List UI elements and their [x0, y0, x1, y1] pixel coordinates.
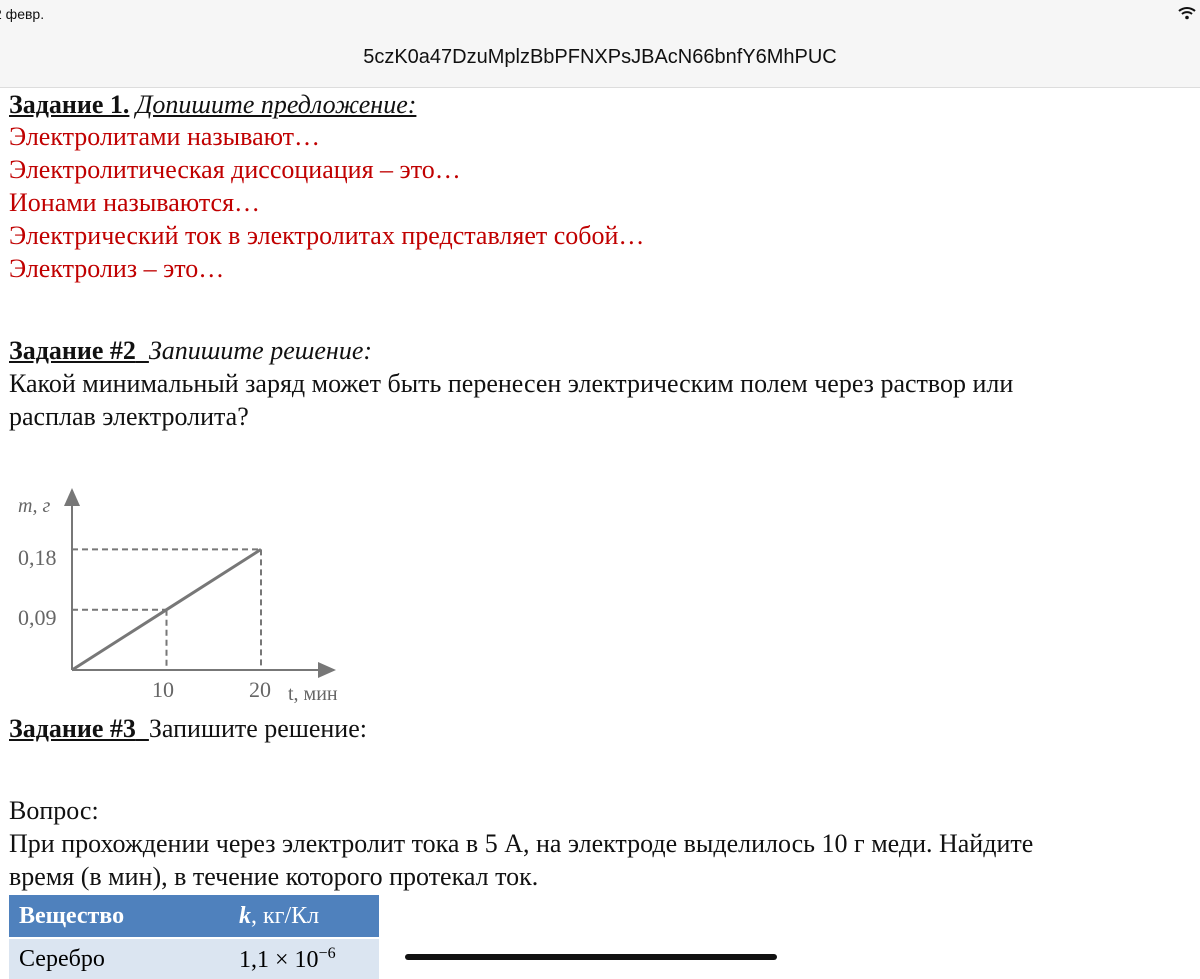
task1-item: Электролитами называют…: [9, 122, 321, 151]
task2-question: расплав электролита?: [9, 402, 249, 431]
task3-label: Задание #3: [9, 714, 136, 743]
task2-question: Какой минимальный заряд может быть перен…: [9, 369, 1014, 398]
cell-substance: Серебро: [9, 937, 229, 979]
k-unit: , кг/Кл: [251, 902, 320, 929]
task1-item: Электролитическая диссоциация – это…: [9, 155, 461, 184]
data-line: [71, 548, 262, 672]
x-axis-label: t, мин: [288, 683, 338, 705]
status-date: 2 февр.: [0, 6, 45, 22]
question-label: Вопрос:: [9, 796, 99, 825]
home-indicator[interactable]: [405, 954, 777, 960]
x-tick-label: 20: [249, 677, 271, 702]
document-header: 5czK0a47DzuMplzBbPFNXPsJBAcN66bnfY6MhPUC: [0, 30, 1200, 88]
task3-instruction: Запишите решение:: [148, 714, 367, 743]
mass-time-graph: m, г t, мин 0,18 0,09 10 20: [18, 488, 338, 705]
task3-question: При прохождении через электролит тока в …: [9, 829, 1034, 858]
k-symbol: k: [239, 902, 251, 929]
table-header-row: Вещество k, кг/Кл: [9, 895, 379, 938]
cell-k: 1,1 × 10−6: [229, 937, 379, 979]
task2-heading: Задание #2 Запишите решение:: [9, 336, 372, 366]
document-title: 5czK0a47DzuMplzBbPFNXPsJBAcN66bnfY6MhPUC: [363, 46, 837, 68]
task1-item: Электролиз – это…: [9, 254, 225, 283]
coefficient-table: Вещество k, кг/Кл Серебро 1,1 × 10−6: [9, 895, 379, 979]
task3-question: время (в мин), в течение которого протек…: [9, 862, 539, 891]
task2-instruction: Запишите решение:: [148, 336, 373, 365]
underline-gap: [136, 336, 149, 365]
task1-item: Ионами называются…: [9, 188, 261, 217]
y-axis-label: m, г: [18, 495, 50, 517]
table-row: Серебро 1,1 × 10−6: [9, 937, 379, 979]
y-tick-label: 0,09: [18, 605, 57, 630]
x-tick-label: 10: [152, 677, 174, 702]
underline-gap: [136, 714, 149, 743]
task1-item: Электрический ток в электролитах предста…: [9, 221, 645, 250]
k-value: 1,1 × 10: [239, 946, 319, 973]
task3-heading: Задание #3 Запишите решение:: [9, 714, 367, 744]
header-k: k, кг/Кл: [229, 895, 379, 938]
task1-instruction: Допишите предложение:: [135, 90, 417, 119]
status-bar: 2 февр.: [0, 0, 1200, 30]
task1-heading: Задание 1. Допишите предложение:: [9, 90, 416, 120]
task1-label: Задание 1.: [9, 90, 130, 119]
y-tick-label: 0,18: [18, 545, 57, 570]
wifi-icon: [1178, 7, 1196, 20]
header-substance: Вещество: [9, 895, 229, 938]
k-exponent: −6: [318, 944, 336, 962]
task2-label: Задание #2: [9, 336, 136, 365]
